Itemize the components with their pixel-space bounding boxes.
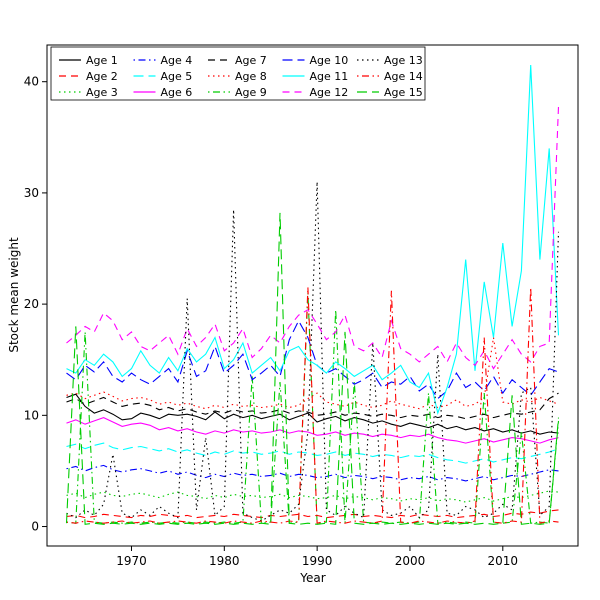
series-line-age-5 xyxy=(66,442,559,464)
y-tick-label: 40 xyxy=(24,75,39,89)
x-tick-label: 1980 xyxy=(209,554,240,568)
series-line-age-10 xyxy=(66,319,559,400)
series-line-age-11 xyxy=(66,64,560,416)
y-tick-label: 10 xyxy=(24,408,39,422)
series-line-age-4 xyxy=(66,464,559,482)
legend-item-label: Age 14 xyxy=(384,70,423,83)
legend-item-label: Age 13 xyxy=(384,54,423,67)
series-line-age-3 xyxy=(66,490,559,503)
series-line-age-2 xyxy=(66,509,559,519)
series-line-age-9 xyxy=(66,292,560,524)
series-line-age-15 xyxy=(65,212,560,525)
legend-item-label: Age 10 xyxy=(310,54,349,67)
legend-item-label: Age 3 xyxy=(86,86,118,99)
series-line-age-14 xyxy=(66,287,559,524)
x-tick-label: 2000 xyxy=(395,554,426,568)
legend-item-label: Age 6 xyxy=(161,86,193,99)
series-line-age-6 xyxy=(66,417,559,444)
x-tick-label: 1990 xyxy=(302,554,333,568)
legend-item-label: Age 5 xyxy=(161,70,193,83)
y-tick-label: 20 xyxy=(24,297,39,311)
legend-item-label: Age 8 xyxy=(235,70,267,83)
x-tick-label: 1970 xyxy=(116,554,147,568)
legend-item-label: Age 9 xyxy=(235,86,267,99)
legend-box xyxy=(50,46,426,101)
legend-item-label: Age 2 xyxy=(86,70,118,83)
y-tick-label: 30 xyxy=(24,186,39,200)
legend-item-label: Age 1 xyxy=(86,54,118,67)
x-axis-title: Year xyxy=(300,571,326,585)
legend-item-label: Age 15 xyxy=(384,86,423,99)
y-tick-label: 0 xyxy=(31,520,39,534)
legend-item-label: Age 7 xyxy=(235,54,267,67)
x-tick-label: 2010 xyxy=(488,554,519,568)
legend-item-label: Age 11 xyxy=(310,70,349,83)
legend-item-label: Age 4 xyxy=(161,54,193,67)
plot-border xyxy=(46,44,579,547)
legend-item-label: Age 12 xyxy=(310,86,349,99)
y-axis-title: Stock mean weight xyxy=(7,237,21,353)
series-line-age-12 xyxy=(66,106,560,370)
